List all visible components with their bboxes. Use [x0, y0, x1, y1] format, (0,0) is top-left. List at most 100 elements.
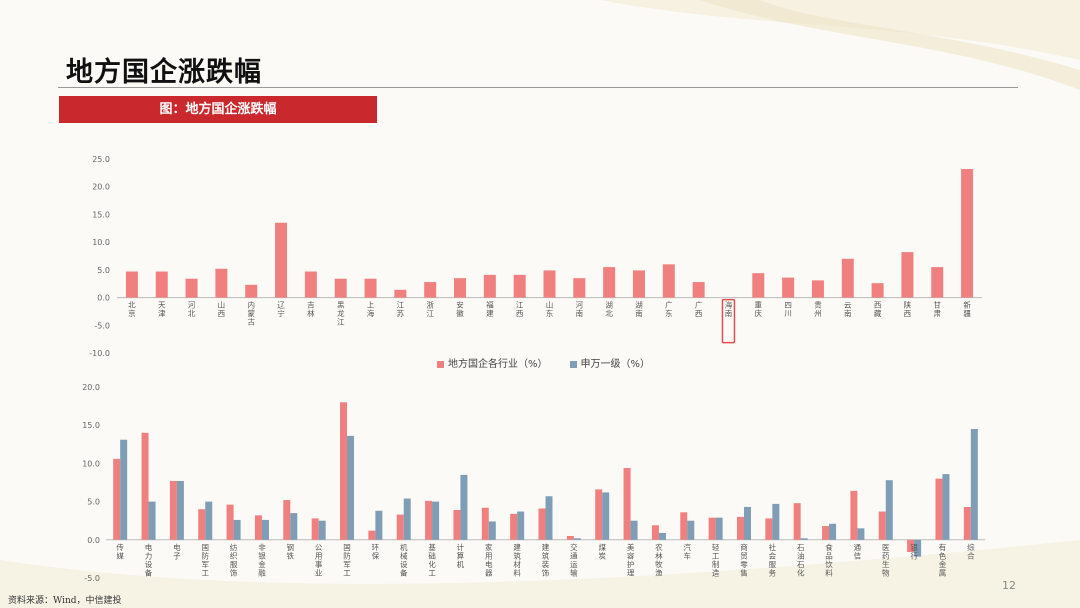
bar-建筑装饰-s1 — [538, 508, 546, 540]
bar-美容护理-s2 — [630, 520, 638, 540]
bar-食品饮料-s1 — [822, 526, 830, 540]
bar-北京 — [125, 271, 138, 298]
bar-贵州 — [811, 280, 824, 298]
x-tick-label: 广东 — [665, 300, 673, 319]
bar-上海 — [364, 278, 377, 298]
bar-电子-s2 — [176, 480, 184, 540]
bar-轻工制造-s1 — [708, 517, 716, 540]
bar-环保-s1 — [368, 530, 376, 540]
x-tick-label: 公用事业 — [315, 543, 323, 578]
bar-纺织服饰-s2 — [233, 519, 241, 540]
y-tick-label: 0.0 — [87, 536, 100, 545]
bar-交通运输-s2 — [573, 538, 581, 540]
bar-石油石化-s2 — [800, 538, 808, 540]
bar-辽宁 — [275, 222, 288, 298]
x-tick-label: 食品饮料 — [825, 542, 833, 578]
x-tick-label: 机械设备 — [400, 542, 408, 578]
bar-纺织服饰-s1 — [226, 504, 234, 540]
x-tick-label: 河南 — [576, 301, 584, 319]
x-tick-label: 重庆 — [755, 301, 763, 319]
bar-石油石化-s1 — [793, 503, 801, 540]
bar-电子-s1 — [169, 480, 177, 540]
bar-江苏 — [394, 289, 407, 298]
bar-银行-s2 — [914, 539, 922, 557]
x-tick-label: 电力设备 — [145, 542, 153, 578]
bar-有色金属-s1 — [935, 478, 943, 540]
y-tick-label: 10.0 — [82, 459, 100, 468]
x-tick-label: 建筑材料 — [513, 542, 521, 578]
x-tick-label: 传媒 — [116, 542, 124, 561]
x-tick-label: 河北 — [188, 301, 196, 319]
bar-传媒-s2 — [120, 439, 128, 540]
x-tick-label: 海南 — [725, 300, 733, 319]
bar-传媒-s1 — [113, 458, 121, 540]
x-tick-label: 建筑装饰 — [542, 542, 550, 578]
legend-swatch-pink — [437, 360, 444, 368]
bar-新疆 — [961, 168, 974, 298]
bar-广东 — [662, 264, 675, 298]
bar-钢铁-s1 — [283, 500, 291, 540]
figure-banner: 图：地方国企涨跌幅 — [59, 96, 377, 123]
bar-交通运输-s1 — [566, 535, 574, 540]
bar-建筑材料-s1 — [510, 513, 518, 540]
bar-通信-s1 — [850, 490, 858, 540]
y-tick-label: 10.0 — [92, 238, 110, 247]
x-tick-label: 广西 — [695, 300, 703, 319]
x-tick-label: 江西 — [516, 301, 524, 319]
y-tick-label: -5.0 — [94, 321, 110, 330]
x-tick-label: 甘肃 — [934, 300, 942, 319]
bar-基础化工-s1 — [425, 500, 433, 540]
bar-商贸零售-s2 — [743, 506, 751, 540]
x-tick-label: 综合 — [967, 542, 975, 561]
bar-美容护理-s1 — [623, 467, 631, 540]
x-tick-label: 家用电器 — [485, 542, 493, 578]
y-tick-label: 5.0 — [97, 266, 110, 275]
bar-轻工制造-s2 — [715, 517, 723, 540]
bar-非银金融-s1 — [254, 515, 262, 540]
bar-建筑装饰-s2 — [545, 496, 553, 540]
x-tick-label: 湖北 — [605, 301, 613, 319]
x-tick-label: 北京 — [128, 301, 136, 319]
bar-商贸零售-s1 — [736, 516, 744, 540]
y-tick-label: 20.0 — [92, 183, 110, 192]
x-tick-label: 汽车 — [684, 542, 692, 561]
x-tick-label: 银行 — [910, 543, 918, 561]
bar-国防军工-s2 — [205, 501, 213, 540]
y-tick-label: 0.0 — [97, 294, 110, 303]
bar-广西 — [692, 282, 705, 298]
bar-社会服务-s2 — [772, 503, 780, 540]
bar-计算机-s1 — [453, 510, 461, 540]
bar-煤炭-s2 — [602, 492, 610, 540]
x-tick-label: 通信 — [854, 542, 862, 561]
bar-黑龙江 — [334, 278, 347, 298]
x-tick-label: 山东 — [546, 300, 554, 319]
bar-四川 — [782, 277, 795, 298]
bar-农林牧渔-s2 — [658, 532, 666, 540]
legend-item-series1: 地方国企各行业（%） — [437, 355, 548, 370]
x-tick-label: 辽宁 — [277, 301, 285, 319]
legend-swatch-blue — [569, 360, 577, 368]
bar-医药生物-s1 — [878, 511, 886, 540]
bar-家用电器-s1 — [481, 507, 489, 540]
bar-公用事业-s2 — [318, 520, 326, 540]
x-tick-label: 天津 — [158, 301, 166, 319]
bar-湖北 — [603, 267, 616, 298]
bar-综合-s2 — [970, 429, 978, 540]
page-number: 12 — [1002, 579, 1016, 592]
x-tick-label: 基础化工 — [428, 542, 436, 578]
bar-国防军工-s1 — [340, 402, 348, 540]
bar-家用电器-s2 — [488, 521, 496, 540]
x-tick-label: 有色金属 — [939, 542, 947, 578]
x-tick-label: 陕西 — [904, 300, 912, 319]
bar-安徽 — [454, 278, 467, 298]
x-tick-label: 江苏 — [397, 301, 405, 319]
bar-建筑材料-s2 — [517, 511, 525, 540]
bar-计算机-s2 — [460, 474, 468, 540]
y-tick-label: 25.0 — [92, 155, 110, 164]
bar-甘肃 — [931, 267, 944, 298]
y-tick-label: 20.0 — [82, 383, 100, 392]
page-title: 地方国企涨跌幅 — [66, 57, 262, 88]
y-tick-label: 15.0 — [82, 421, 100, 430]
